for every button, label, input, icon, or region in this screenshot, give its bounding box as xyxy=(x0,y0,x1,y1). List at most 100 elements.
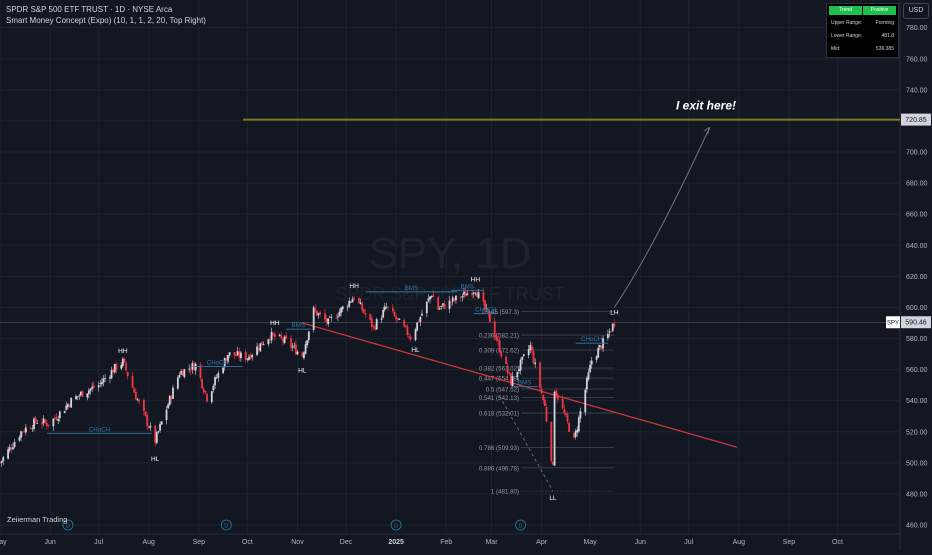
last-price-symbol: SPY xyxy=(887,321,899,327)
candle-body xyxy=(474,292,477,294)
candle-body xyxy=(76,396,79,398)
candle-body xyxy=(296,351,299,355)
fib-level-label: 0.236 (582.21) xyxy=(479,333,519,340)
candle-body xyxy=(42,418,45,424)
candle-body xyxy=(406,326,409,335)
candle-body xyxy=(466,293,469,296)
target-annotation: I exit here! xyxy=(676,99,736,113)
candle-body xyxy=(385,306,388,308)
candle-body xyxy=(256,346,258,356)
candle-body xyxy=(330,316,333,318)
x-tick-label: Aug xyxy=(143,539,156,546)
candle-body xyxy=(262,344,265,345)
candle-body xyxy=(443,304,446,309)
x-tick-label: Nov xyxy=(291,539,304,546)
swing-label: HH xyxy=(471,277,481,284)
candle-body xyxy=(382,309,385,318)
candle-body xyxy=(358,297,360,303)
candle-body xyxy=(34,417,37,423)
candle-body xyxy=(269,339,271,340)
candle-body xyxy=(369,313,372,320)
candle-body xyxy=(149,425,152,428)
candle-body xyxy=(380,318,383,320)
y-tick-label: 600.00 xyxy=(906,305,928,312)
candle-body xyxy=(516,372,519,377)
candle-body xyxy=(70,397,73,408)
currency-button[interactable]: USD xyxy=(903,3,929,19)
candle-body xyxy=(251,354,254,358)
candle-body xyxy=(58,411,61,418)
candle-body xyxy=(120,364,123,369)
info-value: 481.8 xyxy=(881,33,894,39)
candle-body xyxy=(364,313,367,315)
info-header-row: Trend Positive xyxy=(829,6,896,15)
candle-body xyxy=(0,460,3,463)
projection-arrow xyxy=(614,126,711,308)
fib-level-label: 0.886 (496.78) xyxy=(479,465,519,472)
candle-body xyxy=(374,326,376,330)
x-tick-label: May xyxy=(584,539,598,546)
candle-body xyxy=(595,356,598,360)
y-tick-label: 640.00 xyxy=(906,243,928,250)
event-marker xyxy=(62,519,74,531)
candle-body xyxy=(188,368,191,370)
x-tick-label: Aug xyxy=(733,539,746,546)
candle-body xyxy=(44,420,47,423)
candle-body xyxy=(134,391,137,400)
downtrend-line xyxy=(302,322,738,448)
structure-break-label: BMS xyxy=(405,285,418,292)
candle-body xyxy=(155,432,158,443)
swing-label: HH xyxy=(270,320,280,327)
fib-level-label: 1 (481.80) xyxy=(491,489,519,496)
candle-body xyxy=(362,308,365,313)
candle-body xyxy=(372,325,375,327)
y-tick-label: 540.00 xyxy=(906,398,928,405)
candle-body xyxy=(81,390,84,397)
candle-body xyxy=(206,393,208,402)
candle-body xyxy=(403,320,406,327)
indicator-title[interactable]: Smart Money Concept (Expo) (10, 1, 1, 2,… xyxy=(6,16,206,25)
info-label: Upper Range: xyxy=(831,20,863,26)
swing-label: HL xyxy=(151,456,160,463)
candle-body xyxy=(75,396,77,400)
candle-body xyxy=(327,318,330,325)
candle-body xyxy=(154,425,157,444)
fib-level-label: 0.618 (532.01) xyxy=(479,411,519,418)
event-marker-glyph: D xyxy=(224,523,228,529)
candle-body xyxy=(607,333,609,339)
candle-body xyxy=(261,341,263,346)
candle-body xyxy=(294,344,297,355)
candle-body xyxy=(235,354,237,357)
candle-body xyxy=(408,336,410,338)
candle-body xyxy=(31,428,34,430)
brand-label: Zeiierman Trading xyxy=(7,515,68,524)
candle-body xyxy=(543,399,546,406)
candle-body xyxy=(508,372,511,374)
candle-body xyxy=(13,442,16,448)
candle-body xyxy=(577,417,580,432)
candle-body xyxy=(100,382,103,385)
candle-body xyxy=(370,318,373,328)
candle-body xyxy=(291,346,294,348)
candle-body xyxy=(519,359,522,371)
candle-body xyxy=(212,385,215,391)
candle-body xyxy=(532,351,535,364)
candle-body xyxy=(387,306,389,308)
candle-body xyxy=(29,428,32,430)
candle-body xyxy=(55,417,58,420)
symbol-title[interactable]: SPDR S&P 500 ETF TRUST · 1D · NYSE Arca xyxy=(6,5,173,14)
x-tick-label: Jun xyxy=(635,539,646,546)
last-price-label: 590.46 xyxy=(905,320,927,327)
candle-body xyxy=(52,418,55,427)
candle-body xyxy=(68,404,71,407)
event-marker-glyph: D xyxy=(394,523,398,529)
candle-body xyxy=(142,399,145,412)
fib-level-label: 0.146 (597.3) xyxy=(482,309,519,316)
candle-body xyxy=(112,369,115,373)
candle-body xyxy=(0,462,1,464)
candle-body xyxy=(165,409,168,421)
candle-body xyxy=(314,308,317,311)
candle-body xyxy=(193,363,195,371)
